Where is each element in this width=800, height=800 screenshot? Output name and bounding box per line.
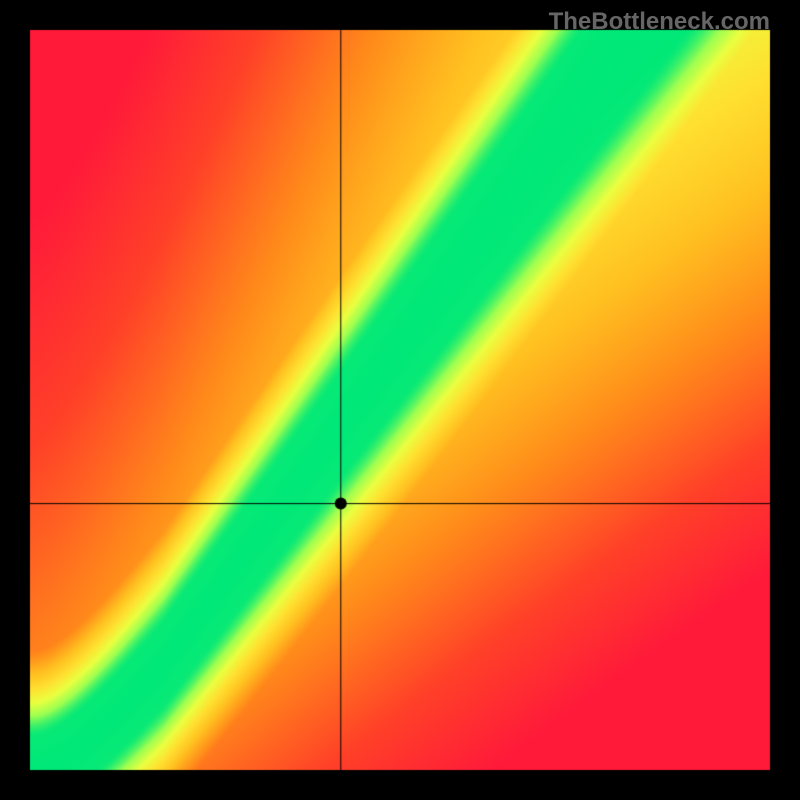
bottleneck-heatmap [0,0,800,800]
watermark-text: TheBottleneck.com [549,8,770,36]
